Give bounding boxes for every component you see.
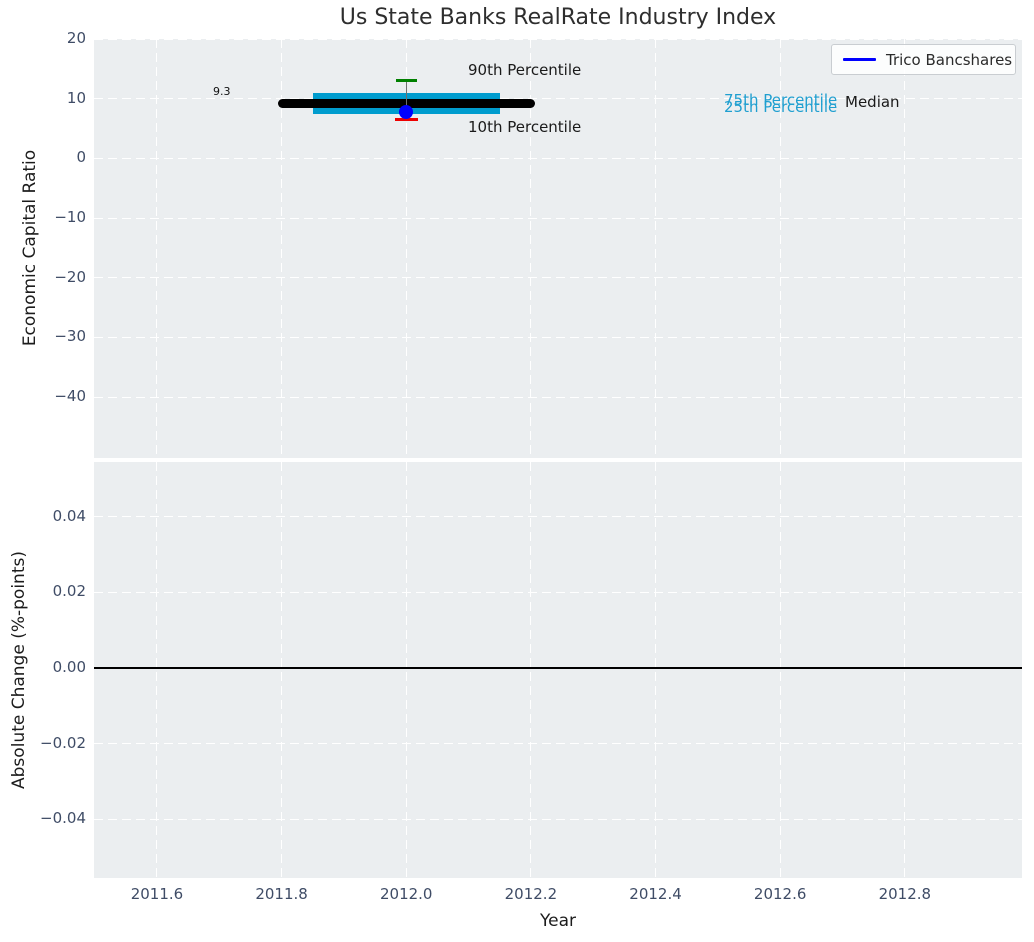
top-y-axis-label: Economic Capital Ratio	[20, 149, 40, 347]
y-tick-label: −30	[54, 327, 86, 346]
y-tick-label: 0.04	[52, 506, 86, 525]
x-axis-label: Year	[540, 911, 576, 931]
y-tick-label: 0	[76, 148, 86, 167]
gridline-v	[281, 39, 283, 458]
median-value-label: 9.3	[213, 85, 231, 98]
p90-whisker	[396, 78, 418, 82]
zero-line	[94, 667, 1022, 670]
gridline-h	[94, 396, 1022, 398]
gridline-h	[94, 277, 1022, 279]
y-tick-label: −20	[54, 267, 86, 286]
gridline-v	[904, 462, 906, 878]
bottom-plot-area	[94, 462, 1022, 878]
y-tick-label: 0.02	[52, 582, 86, 601]
whisker-connector	[405, 80, 407, 113]
gridline-v	[779, 462, 781, 878]
gridline-v	[530, 462, 532, 878]
y-tick-label: −10	[54, 208, 86, 227]
p10-whisker	[395, 117, 419, 121]
gridline-h	[94, 98, 1022, 100]
gridline-v	[904, 39, 906, 458]
gridline-v	[530, 39, 532, 458]
annotation-90th-percentile: 90th Percentile	[468, 61, 582, 79]
x-tick-label: 2012.0	[379, 885, 433, 903]
gridline-h	[94, 157, 1022, 159]
gridline-h	[94, 217, 1022, 219]
legend-line-sample	[843, 58, 876, 61]
x-tick-label: 2012.8	[878, 885, 932, 903]
x-tick-label: 2012.2	[504, 885, 558, 903]
x-tick-label: 2011.8	[255, 885, 308, 903]
y-tick-label: 10	[66, 88, 86, 107]
gridline-h	[94, 336, 1022, 338]
gridline-h	[94, 743, 1022, 745]
gridline-v	[405, 462, 407, 878]
bottom-y-axis-label: Absolute Change (%-points)	[9, 551, 29, 789]
x-tick-label: 2012.6	[753, 885, 807, 903]
gridline-h	[94, 591, 1022, 593]
legend: Trico Bancshares	[831, 44, 1016, 75]
gridline-v	[156, 39, 158, 458]
top-plot-area	[94, 39, 1022, 458]
gridline-v	[156, 462, 158, 878]
annotation-25th-percentile: 25th Percentile	[724, 98, 838, 116]
annotation-75th-percentile: 75th Percentile	[724, 91, 838, 109]
gridline-v	[281, 462, 283, 878]
y-tick-label: −0.04	[40, 809, 86, 828]
y-tick-label: 0.00	[52, 658, 86, 677]
gridline-h	[94, 818, 1022, 820]
gridline-h	[94, 516, 1022, 518]
gridline-h	[94, 39, 1022, 40]
y-tick-label: −0.02	[40, 733, 86, 752]
x-tick-label: 2011.6	[130, 885, 184, 903]
annotation-10th-percentile: 10th Percentile	[468, 118, 582, 136]
series-dot	[399, 105, 414, 120]
x-tick-label: 2012.4	[629, 885, 682, 903]
legend-label: Trico Bancshares	[886, 50, 1013, 69]
gridline-v	[655, 462, 657, 878]
gridline-v	[655, 39, 657, 458]
chart-title: Us State Banks RealRate Industry Index	[339, 5, 777, 30]
y-tick-label: 20	[66, 29, 86, 47]
y-tick-label: −40	[54, 387, 86, 406]
gridline-v	[405, 39, 407, 458]
gridline-v	[779, 39, 781, 458]
annotation-median: Median	[845, 93, 900, 111]
